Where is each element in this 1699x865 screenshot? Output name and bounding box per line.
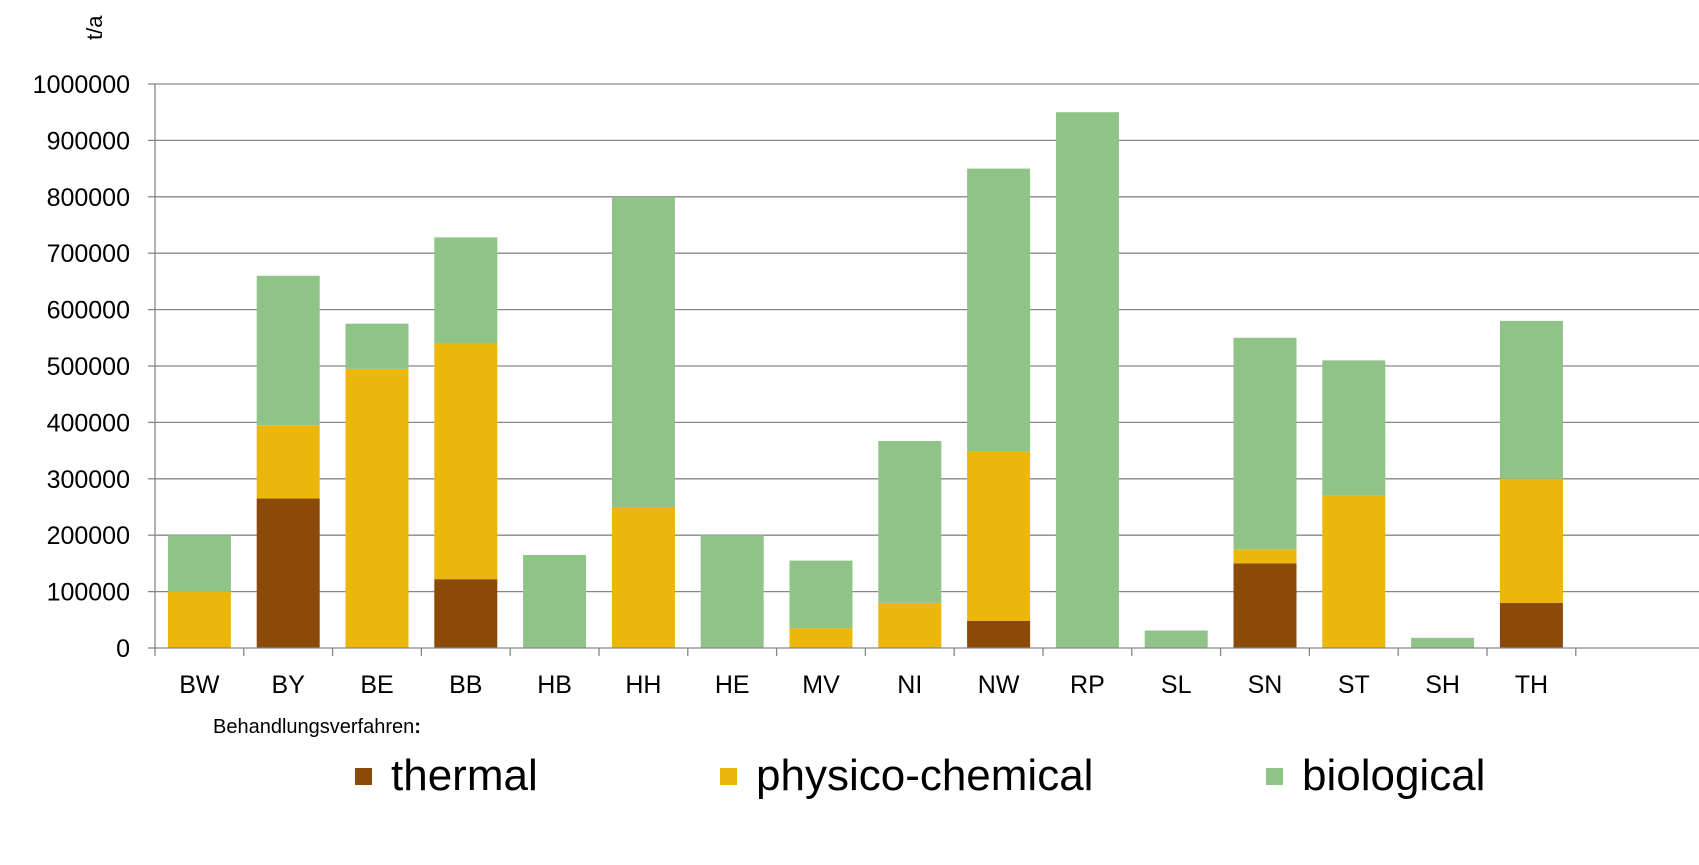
bar-th-physico-chemical (1499, 478, 1563, 603)
y-tick-label: 500000 (47, 353, 130, 381)
y-tick-label: 300000 (47, 466, 130, 494)
y-tick-label: 900000 (47, 127, 130, 155)
axes (154, 84, 1699, 656)
bar-th-thermal (1499, 602, 1563, 648)
bars (167, 112, 1563, 648)
bar-sn-physico-chemical (1233, 549, 1297, 564)
legend: thermal physico-chemical biological (0, 748, 1699, 808)
bar-bb-thermal (434, 579, 498, 648)
bar-sn-thermal (1233, 563, 1297, 648)
legend-title: Behandlungsverfahren: (213, 716, 421, 739)
legend-item-biological: biological (1266, 748, 1485, 804)
bar-rp-biological (1055, 112, 1119, 648)
bar-sl-biological (1144, 630, 1208, 648)
bar-by-physico-chemical (256, 425, 320, 499)
y-tick-label: 400000 (47, 409, 130, 437)
y-tick-label: 800000 (47, 184, 130, 212)
x-tick-label-mv: MV (802, 671, 840, 699)
x-tick-label-be: BE (360, 671, 393, 699)
x-tick-label-th: TH (1515, 671, 1548, 699)
y-tick-label: 100000 (47, 579, 130, 607)
legend-swatch-biological (1266, 767, 1283, 785)
bar-be-physico-chemical (345, 368, 409, 648)
x-tick-label-nw: NW (978, 671, 1020, 699)
y-tick-label: 600000 (47, 297, 130, 325)
x-tick-label-sn: SN (1248, 671, 1283, 699)
bar-hb-biological (523, 554, 587, 648)
bar-bw-physico-chemical (167, 591, 231, 648)
bar-sn-biological (1233, 337, 1297, 550)
x-tick-label-hh: HH (625, 671, 661, 699)
legend-label-biological: biological (1302, 751, 1486, 800)
bar-bw-biological (167, 535, 231, 592)
stacked-bar-chart: 0 100000 200000 300000 400000 500000 600000 700… (33, 15, 1699, 699)
bar-st-biological (1322, 360, 1386, 496)
x-tick-label-hb: HB (537, 671, 572, 699)
bar-bb-biological (434, 237, 498, 344)
legend-label-physico-chemical: physico-chemical (756, 751, 1094, 800)
legend-title-text: Behandlungsverfahren (213, 716, 415, 738)
bar-mv-biological (789, 560, 853, 629)
legend-label-thermal: thermal (391, 751, 538, 800)
y-tick-label: 200000 (47, 522, 130, 550)
legend-item-thermal: thermal (355, 748, 538, 804)
bar-be-biological (345, 323, 409, 369)
legend-item-physico-chemical: physico-chemical (720, 748, 1093, 804)
x-tick-label-bw: BW (179, 671, 220, 699)
bar-ni-physico-chemical (878, 602, 942, 648)
bar-ni-biological (878, 441, 942, 603)
x-tick-labels: BW BY BE BB HB HH HE MV NI NW RP SL SN ST SH TH (179, 671, 1548, 699)
legend-swatch-physico-chemical (720, 767, 737, 785)
bar-sh-biological (1411, 637, 1475, 648)
bar-hh-physico-chemical (611, 507, 675, 648)
x-tick-label-he: HE (715, 671, 750, 699)
bar-th-biological (1499, 320, 1563, 479)
y-tick-label: 0 (116, 635, 130, 663)
bar-nw-thermal (967, 620, 1031, 648)
bar-he-biological (700, 535, 764, 648)
legend-title-colon: : (414, 716, 421, 738)
x-tick-label-ni: NI (897, 671, 922, 699)
x-tick-label-by: BY (272, 671, 306, 699)
x-tick-label-bb: BB (449, 671, 482, 699)
bar-by-thermal (256, 498, 320, 648)
bar-hh-biological (611, 196, 675, 508)
y-tick-label: 700000 (47, 240, 130, 268)
y-axis-label: t/a (82, 15, 107, 40)
legend-swatch-thermal (355, 767, 372, 785)
bar-bb-physico-chemical (434, 343, 498, 580)
bar-nw-biological (967, 168, 1031, 452)
x-tick-label-sl: SL (1161, 671, 1192, 699)
x-tick-label-st: ST (1338, 671, 1370, 699)
bar-nw-physico-chemical (967, 451, 1031, 621)
x-tick-label-sh: SH (1425, 671, 1460, 699)
bar-st-physico-chemical (1322, 495, 1386, 648)
y-tick-label: 1000000 (33, 71, 130, 99)
x-tick-label-rp: RP (1070, 671, 1105, 699)
bar-mv-physico-chemical (789, 628, 853, 648)
bar-by-biological (256, 275, 320, 426)
y-tick-labels: 0 100000 200000 300000 400000 500000 600000 700… (33, 71, 130, 663)
